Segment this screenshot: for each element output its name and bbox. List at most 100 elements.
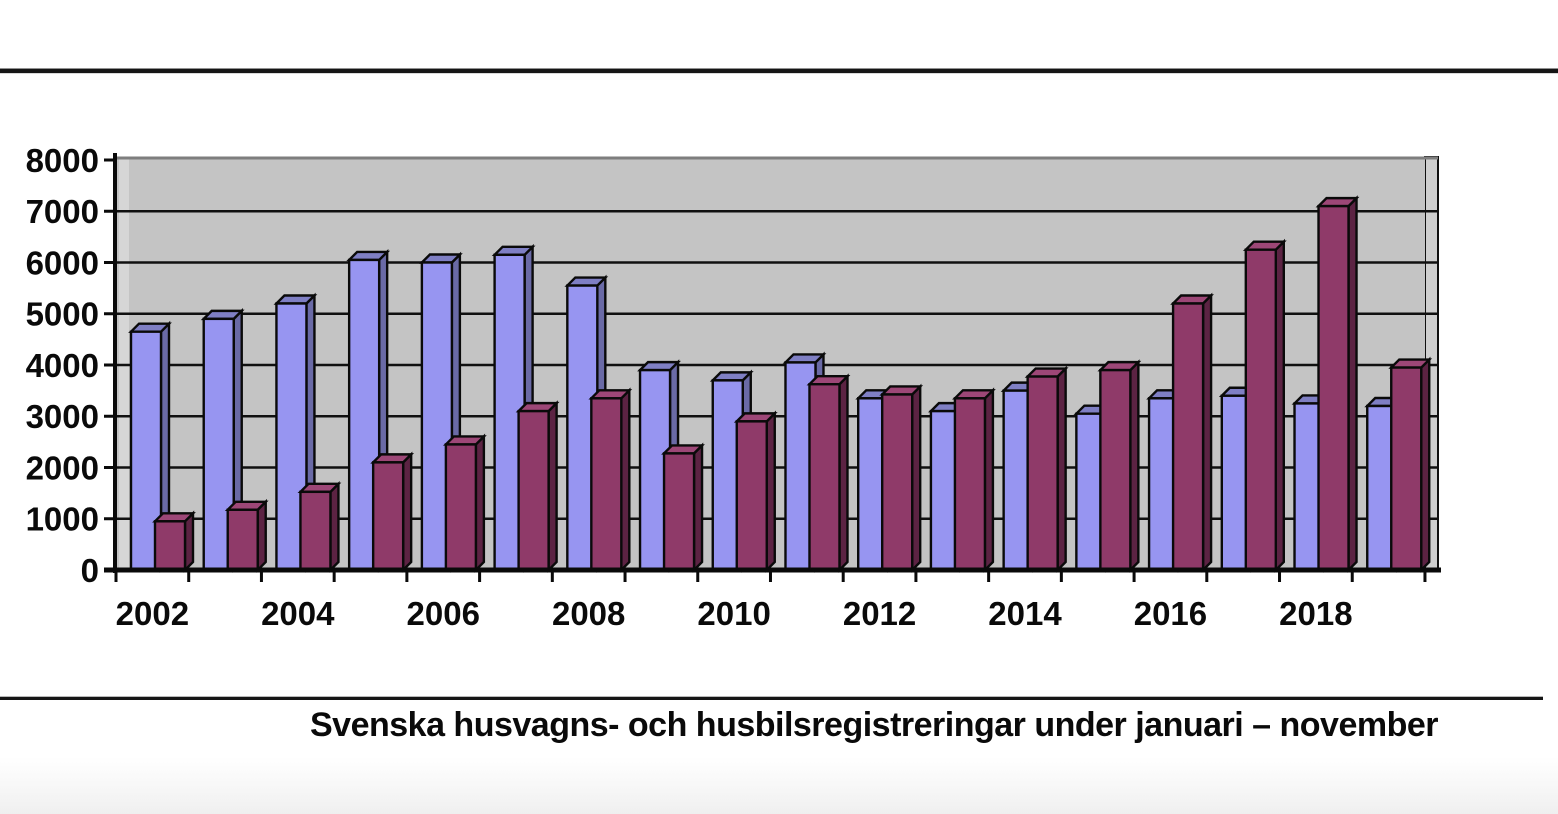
bar-group-2009 <box>637 359 705 573</box>
bar-husbilar-2003 <box>226 508 259 572</box>
bar-group-2014 <box>1000 365 1069 573</box>
x-axis-label-2002: 2002 <box>116 595 189 632</box>
bar-husbilar-2011-side <box>838 373 849 573</box>
x-axis-label-2006: 2006 <box>407 595 480 632</box>
bar-group-2012 <box>855 383 924 573</box>
bar-husvagnar-2006-top <box>418 253 463 264</box>
bar-husbilar-2003-side <box>256 498 267 573</box>
bar-group-2010 <box>709 369 778 573</box>
chart-title: Svenska husvagns- och husbilsregistrerin… <box>309 706 1439 744</box>
bar-husbilar-2005-side <box>401 451 413 573</box>
bar-husbilar-2013-top <box>952 389 996 400</box>
bar-husvagnar-2008-top <box>564 276 609 287</box>
bar-husbilar-2003-top <box>224 500 269 511</box>
bar-husbilar-2016-top <box>1170 294 1214 305</box>
y-axis-label-4000: 4000 <box>26 347 99 384</box>
bar-husbilar-2017 <box>1244 248 1278 572</box>
top-divider-line <box>0 69 1558 73</box>
next-page-edge <box>0 757 1558 814</box>
bar-husbilar-2008 <box>590 397 623 572</box>
bar-husbilar-2016 <box>1171 302 1205 572</box>
y-axis-label-7000: 7000 <box>26 193 99 230</box>
bar-husvagnar-2002-top <box>128 322 172 333</box>
bar-husbilar-2011 <box>808 383 841 572</box>
bar-group-2007 <box>491 243 560 573</box>
bar-husbilar-2007-side <box>547 400 558 573</box>
bar-husbilar-2010-top <box>733 412 778 423</box>
bar-husbilar-2019-top <box>1388 358 1433 369</box>
bar-husbilar-2006 <box>444 443 478 572</box>
bar-husbilar-2009-side <box>692 442 704 573</box>
bar-group-2017 <box>1218 238 1287 573</box>
bar-husbilar-2010 <box>735 420 768 572</box>
x-axis-label-2004: 2004 <box>261 595 335 632</box>
bar-husbilar-2014 <box>1026 375 1059 572</box>
bar-husbilar-2005-top <box>370 453 415 464</box>
bar-husbilar-2013-side <box>983 387 995 573</box>
y-axis-label-3000: 3000 <box>26 398 99 435</box>
bar-husvagnar-2005-top <box>346 250 391 262</box>
registrations-bar-chart: 0 1000 2000 3000 4000 5000 6000 7000 8000 2002 200… <box>26 142 1441 632</box>
bar-husvagnar-2006 <box>420 261 454 572</box>
bottom-divider-line <box>0 697 1543 700</box>
bar-husbilar-2014-top <box>1024 367 1069 378</box>
bar-husbilar-2012 <box>881 393 914 572</box>
bar-husbilar-2007-top <box>515 401 560 413</box>
bar-husvagnar-2003-top <box>200 309 245 321</box>
y-axis-label-2000: 2000 <box>26 449 99 486</box>
y-axis-label-5000: 5000 <box>26 296 99 333</box>
plot-wall-highlight <box>119 159 129 568</box>
y-axis-label-8000: 8000 <box>26 142 99 179</box>
bar-husbilar-2018 <box>1317 204 1350 572</box>
bar-group-2008 <box>564 274 633 573</box>
bar-husbilar-2019 <box>1390 366 1423 572</box>
bar-group-2016 <box>1146 292 1214 573</box>
x-axis-label-2010: 2010 <box>697 595 770 632</box>
bar-group-2015 <box>1073 359 1142 573</box>
bar-husbilar-2013 <box>953 397 987 572</box>
bar-husbilar-2011-top <box>806 375 851 386</box>
bar-husbilar-2006-top <box>442 435 487 446</box>
bar-husbilar-2009 <box>662 452 696 572</box>
bar-group-2018 <box>1291 195 1360 573</box>
bar-husbilar-2015 <box>1099 368 1132 572</box>
bar-husbilar-2004-side <box>329 480 340 573</box>
bar-husbilar-2008-side <box>620 387 631 573</box>
bar-husbilar-2007 <box>517 409 550 572</box>
bar-husbilar-2004 <box>299 490 332 572</box>
bar-husbilar-2010-side <box>765 410 776 573</box>
bar-group-2005 <box>346 249 415 573</box>
bar-group-2004 <box>273 292 342 573</box>
bar-husbilar-2004-top <box>297 482 342 494</box>
y-axis-label-6000: 6000 <box>26 244 99 281</box>
bar-group-2019 <box>1364 356 1433 573</box>
y-axis-label-1000: 1000 <box>26 501 99 538</box>
x-axis-label-2014: 2014 <box>988 595 1062 632</box>
bar-husbilar-2002-top <box>152 512 196 523</box>
bar-group-2003 <box>200 307 269 573</box>
bar-husvagnar-2004-top <box>273 294 318 305</box>
bar-husvagnar-2011-top <box>782 353 827 364</box>
bar-husbilar-2002 <box>153 520 187 572</box>
bar-husbilar-2012-side <box>911 383 922 573</box>
x-axis-label-2012: 2012 <box>843 595 916 632</box>
bar-husvagnar-2002 <box>129 330 163 572</box>
bar-group-2011 <box>782 351 851 573</box>
x-axis-label-2016: 2016 <box>1134 595 1207 632</box>
bar-husbilar-2006-side <box>474 433 486 573</box>
y-axis-label-0: 0 <box>81 552 99 589</box>
bar-husvagnar-2010-top <box>709 371 754 382</box>
bar-husbilar-2012-top <box>879 385 924 396</box>
bar-group-2002 <box>128 320 196 573</box>
bar-husvagnar-2009-top <box>637 360 681 372</box>
x-axis-label-2018: 2018 <box>1279 595 1352 632</box>
bar-group-2013 <box>928 387 996 573</box>
chart-canvas: 0 1000 2000 3000 4000 5000 6000 7000 8000 2002 200… <box>26 142 1441 632</box>
bar-husbilar-2008-top <box>588 389 633 400</box>
x-axis-label-2008: 2008 <box>552 595 625 632</box>
bar-group-2006 <box>418 251 487 573</box>
bar-husbilar-2015-top <box>1097 360 1142 372</box>
bar-husbilar-2005 <box>371 461 405 572</box>
bar-husbilar-2009-top <box>661 444 705 455</box>
